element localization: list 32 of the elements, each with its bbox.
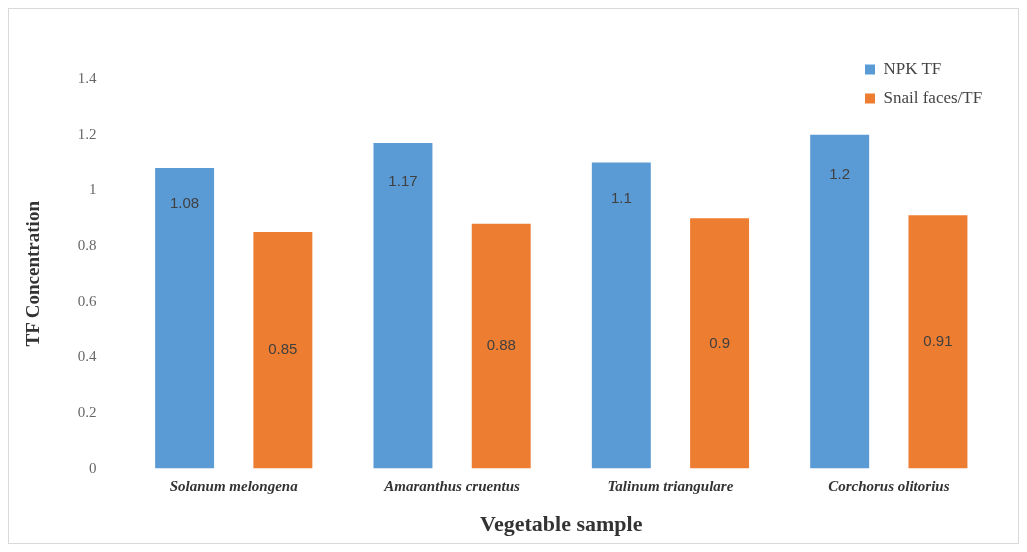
bar: [253, 232, 313, 469]
y-axis-title: TF Concentration: [22, 200, 44, 347]
bar: [810, 134, 870, 469]
bar: [591, 162, 651, 469]
data-label: 0.91: [923, 332, 953, 350]
data-label: 0.85: [268, 340, 298, 358]
data-label: 1.2: [829, 164, 851, 182]
data-label: 0.9: [709, 333, 731, 351]
bar: [373, 143, 433, 469]
data-label: 1.1: [610, 189, 632, 207]
y-tick-label: 1.4: [77, 69, 98, 86]
legend-label: NPK TF: [883, 58, 942, 78]
bar: [471, 223, 531, 469]
x-tick-label: Amaranthus cruentus: [383, 478, 520, 495]
y-tick-label: 1.2: [77, 125, 97, 142]
data-label: 1.08: [170, 194, 200, 212]
bar: [155, 168, 215, 469]
x-axis-title: Vegetable sample: [480, 511, 643, 537]
x-tick-label: Talinum triangulare: [607, 478, 734, 495]
x-tick-label: Solanum melongena: [169, 478, 299, 495]
x-tick-label: Corchorus olitorius: [828, 478, 950, 495]
data-label: 0.88: [486, 336, 516, 354]
y-tick-label: 1: [89, 181, 97, 198]
y-tick-label: 0: [89, 459, 97, 476]
y-tick-label: 0.6: [77, 292, 98, 309]
data-label: 1.17: [388, 172, 418, 190]
y-tick-label: 0.2: [77, 403, 97, 420]
bar: [908, 215, 968, 469]
legend-label: Snail faces/TF: [883, 87, 983, 107]
y-tick-label: 0.8: [77, 236, 97, 253]
y-tick-label: 0.4: [77, 348, 98, 365]
bar: [690, 218, 750, 469]
